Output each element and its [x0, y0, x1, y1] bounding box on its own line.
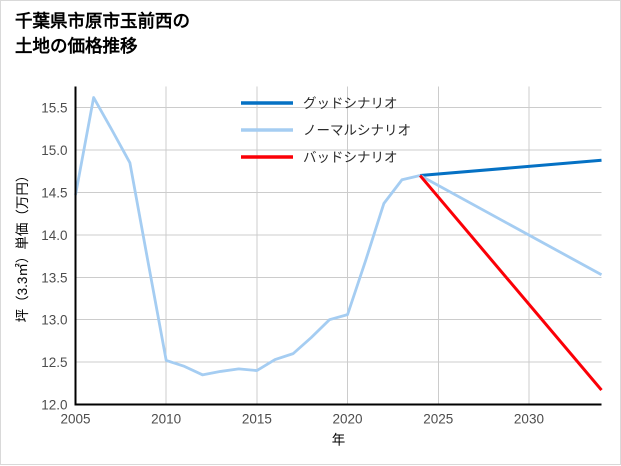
x-tick-labels: 2005 2010 2015 2020 2025 2030 — [60, 412, 543, 427]
x-tick-label: 2015 — [242, 412, 272, 427]
x-tick-label: 2030 — [514, 412, 544, 427]
series-line-0 — [74, 96, 421, 377]
y-tick-labels: 12.0 12.5 13.0 13.5 14.0 14.5 15.0 15.5 — [41, 101, 67, 413]
legend-label: バッドシナリオ — [303, 150, 398, 165]
x-tick-label: 2020 — [333, 412, 363, 427]
series-line-2 — [419, 174, 603, 276]
y-tick-label: 15.5 — [41, 101, 67, 116]
y-tick-label: 14.5 — [41, 186, 67, 201]
series-line-1 — [419, 158, 602, 178]
x-tick-label: 2010 — [151, 412, 181, 427]
y-tick-label: 13.0 — [41, 313, 67, 328]
y-tick-label: 15.0 — [41, 143, 67, 158]
y-tick-label: 12.0 — [41, 398, 67, 413]
y-tick-label: 13.5 — [41, 270, 67, 285]
x-axis-title: 年 — [332, 433, 346, 448]
x-tick-label: 2005 — [60, 412, 90, 427]
axis-spines — [74, 86, 602, 406]
legend-label: グッドシナリオ — [303, 96, 398, 111]
y-tick-label: 14.0 — [41, 228, 67, 243]
x-tick-label: 2025 — [423, 412, 453, 427]
series-group — [74, 96, 603, 392]
series-line-3 — [418, 174, 603, 392]
y-tick-label: 12.5 — [41, 355, 67, 370]
y-axis-title: 坪（3.3㎡）単価（万円） — [15, 169, 30, 323]
legend-label: ノーマルシナリオ — [303, 123, 411, 138]
chart-title: 千葉県市原市玉前西の 土地の価格推移 — [15, 11, 190, 56]
